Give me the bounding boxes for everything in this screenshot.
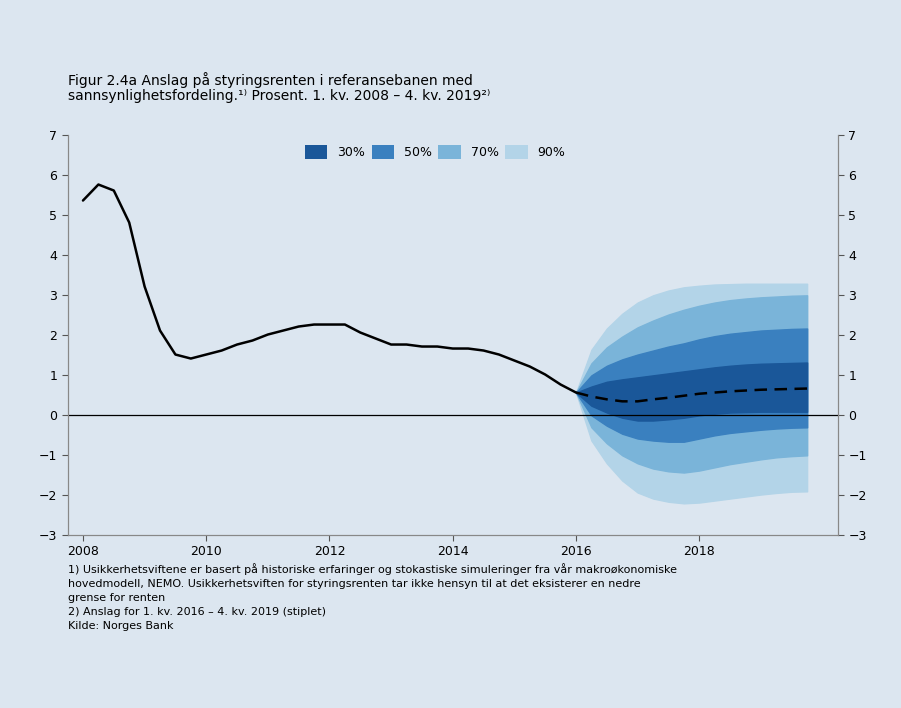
Text: sannsynlighetsfordeling.¹⁾ Prosent. 1. kv. 2008 – 4. kv. 2019²⁾: sannsynlighetsfordeling.¹⁾ Prosent. 1. k… bbox=[68, 88, 490, 103]
Text: Figur 2.4a Anslag på styringsrenten i referansebanen med: Figur 2.4a Anslag på styringsrenten i re… bbox=[68, 72, 472, 88]
Text: 1) Usikkerhetsviftene er basert på historiske erfaringer og stokastiske simuleri: 1) Usikkerhetsviftene er basert på histo… bbox=[68, 563, 677, 631]
Legend: 30%, 50%, 70%, 90%: 30%, 50%, 70%, 90% bbox=[305, 144, 566, 159]
